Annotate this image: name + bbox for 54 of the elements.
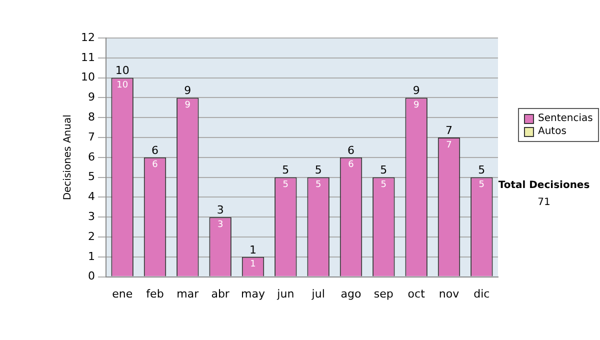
data-label: 10 (116, 80, 128, 91)
data-label: 6 (152, 160, 158, 170)
x-tick-label: jul (310, 287, 325, 300)
x-tick-label: oct (408, 287, 426, 300)
total-label: 5 (478, 164, 486, 177)
data-label: 5 (478, 180, 485, 190)
x-tick-label: may (241, 287, 266, 300)
total-label: 9 (184, 84, 192, 98)
text: Total Decisiones (497, 180, 591, 191)
x-tick-label: jun (276, 287, 294, 300)
data-label: 5 (380, 180, 387, 190)
text: 71 (536, 197, 552, 208)
y-tick-label: 1 (88, 250, 95, 263)
x-tick-label: nov (438, 287, 460, 300)
total-label: 7 (446, 124, 452, 137)
y-tick-label: 2 (88, 230, 95, 243)
total-label: 6 (348, 144, 354, 157)
y-tick-label: 3 (88, 210, 95, 223)
total-label: 10 (115, 64, 130, 78)
data-label: 1 (250, 260, 256, 270)
total-label: 5 (282, 164, 290, 177)
y-tick-label: 10 (80, 70, 95, 84)
data-label: 9 (413, 100, 420, 111)
legend-label: Autos (538, 125, 566, 138)
y-tick-label: 6 (88, 150, 95, 164)
x-tick-label: ene (112, 287, 133, 300)
total-label: 6 (151, 144, 158, 157)
x-tick-label: feb (146, 287, 164, 300)
total-label: 3 (216, 203, 224, 216)
y-tick-label: 4 (88, 190, 95, 204)
x-tick-label: abr (211, 287, 230, 300)
x-tick-label: dic (474, 287, 490, 300)
y-tick-label: 11 (80, 50, 95, 64)
y-tick-label: 9 (88, 90, 95, 104)
data-label: 7 (446, 140, 452, 150)
total-label: 1 (250, 243, 256, 256)
y-tick-label: 8 (88, 110, 95, 124)
x-tick-label: mar (176, 287, 200, 300)
x-tick-label: sep (374, 287, 394, 300)
data-label: 3 (217, 220, 224, 230)
data-label: 5 (315, 180, 322, 190)
y-tick-label: 12 (80, 30, 95, 44)
total-label: 5 (380, 164, 388, 177)
y-tick-label: 5 (88, 170, 95, 184)
data-label: 6 (348, 160, 354, 170)
y-axis-title: Decisiones Anual (62, 114, 74, 200)
data-label: 5 (282, 180, 289, 190)
total-label: 5 (314, 164, 322, 177)
total-label: 9 (412, 84, 420, 98)
legend-label: Sentencias (538, 112, 593, 125)
y-tick-label: 7 (88, 130, 95, 144)
x-tick-label: ago (340, 287, 362, 300)
y-tick-label: 0 (88, 270, 95, 283)
data-label: 9 (184, 100, 191, 111)
